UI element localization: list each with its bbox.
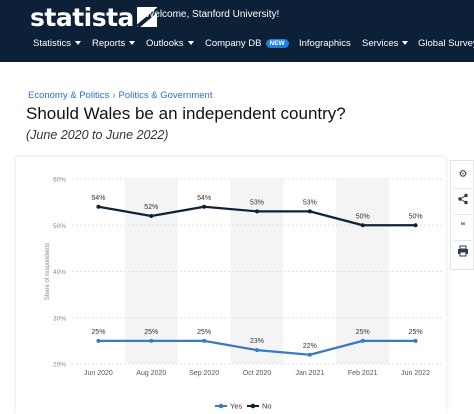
statista-logo[interactable]: statista bbox=[30, 2, 157, 32]
divider bbox=[454, 188, 472, 189]
data-point-yes bbox=[202, 338, 207, 343]
legend-marker-yes bbox=[218, 403, 224, 409]
data-label-no: 54% bbox=[91, 195, 105, 202]
x-tick-label: Oct 2020 bbox=[243, 370, 272, 377]
chevron-down-icon bbox=[402, 41, 409, 45]
data-label-yes: 25% bbox=[356, 329, 370, 336]
gear-icon[interactable]: ⚙ bbox=[458, 169, 468, 180]
data-point-yes bbox=[413, 338, 418, 343]
data-point-yes bbox=[255, 348, 259, 353]
data-point-no bbox=[149, 214, 154, 218]
data-label-no: 53% bbox=[303, 199, 317, 206]
x-tick-label: Jan 2021 bbox=[295, 370, 324, 377]
y-tick-label: 20% bbox=[53, 362, 66, 369]
new-badge: NEW bbox=[265, 39, 289, 48]
nav-statistics[interactable]: Statistics bbox=[33, 38, 82, 49]
chart-panel: 20% 30% 40% 50% 60% Share of respondents Jun 2… bbox=[16, 157, 446, 414]
y-tick-label: 30% bbox=[53, 315, 66, 322]
data-label-no: 50% bbox=[409, 213, 423, 220]
legend-label-no: No bbox=[262, 402, 272, 411]
data-label-no: 54% bbox=[197, 195, 211, 202]
main-nav: Statistics Reports Outlooks Company DB NE… bbox=[0, 38, 474, 54]
welcome-message: Welcome, Stanford University! bbox=[145, 9, 280, 20]
nav-reports[interactable]: Reports bbox=[92, 38, 136, 49]
print-icon[interactable] bbox=[455, 245, 471, 261]
nav-label: Statistics bbox=[33, 38, 72, 49]
logo-text: statista bbox=[30, 2, 134, 32]
nav-outlooks[interactable]: Outlooks bbox=[146, 38, 194, 49]
x-tick-label: Jun 2022 bbox=[401, 370, 430, 377]
y-tick-label: 40% bbox=[53, 269, 66, 276]
data-point-no bbox=[202, 204, 207, 209]
divider bbox=[454, 214, 472, 215]
data-label-no: 50% bbox=[356, 213, 370, 220]
data-label-yes: 25% bbox=[144, 329, 158, 336]
nav-label: Reports bbox=[92, 38, 126, 49]
chevron-down-icon bbox=[129, 41, 136, 45]
data-label-yes: 22% bbox=[303, 343, 317, 350]
x-tick-label: Feb 2021 bbox=[348, 370, 378, 377]
x-tick-label: Jun 2020 bbox=[84, 370, 113, 377]
nav-global-survey[interactable]: Global Survey bbox=[418, 38, 474, 49]
data-label-yes: 23% bbox=[250, 338, 264, 345]
breadcrumb: Economy & Politics › Politics & Government bbox=[28, 90, 212, 101]
logo-mark-icon bbox=[136, 7, 157, 27]
data-point-no bbox=[307, 209, 312, 214]
nav-infographics[interactable]: Infographics bbox=[299, 38, 351, 49]
top-header: statista Welcome, Stanford University! S… bbox=[0, 0, 474, 62]
y-axis-title: Share of respondents bbox=[45, 243, 51, 300]
data-point-yes bbox=[307, 352, 312, 357]
chart-tools-sidebar: ⚙ “ bbox=[450, 160, 474, 270]
page-subtitle: (June 2020 to June 2022) bbox=[26, 128, 169, 142]
breadcrumb-link-politics[interactable]: Politics & Government bbox=[118, 90, 213, 101]
x-tick-label: Aug 2020 bbox=[136, 370, 166, 377]
share-icon[interactable] bbox=[455, 193, 471, 209]
legend-label-yes: Yes bbox=[230, 402, 242, 411]
legend-marker-no bbox=[250, 403, 256, 409]
page-title: Should Wales be an independent country? bbox=[26, 104, 346, 123]
breadcrumb-separator-icon: › bbox=[112, 90, 116, 101]
data-label-yes: 25% bbox=[197, 329, 211, 336]
chevron-down-icon bbox=[187, 41, 194, 45]
nav-label: Services bbox=[362, 38, 399, 49]
y-tick-label: 50% bbox=[53, 223, 66, 230]
data-point-no bbox=[96, 204, 101, 209]
nav-company-db[interactable]: Company DB NEW bbox=[205, 38, 289, 49]
data-point-no bbox=[360, 223, 365, 228]
nav-label: Outlooks bbox=[146, 38, 184, 49]
nav-label: Company DB bbox=[205, 38, 262, 49]
nav-services[interactable]: Services bbox=[362, 38, 409, 49]
data-point-no bbox=[255, 209, 259, 214]
data-label-no: 52% bbox=[144, 204, 158, 211]
data-label-no: 53% bbox=[250, 199, 264, 206]
y-tick-label: 60% bbox=[53, 177, 66, 184]
chevron-down-icon bbox=[75, 41, 82, 45]
data-point-no bbox=[413, 223, 418, 228]
data-label-yes: 25% bbox=[91, 329, 105, 336]
line-chart: 20% 30% 40% 50% 60% Share of respondents Jun 2… bbox=[45, 177, 442, 411]
nav-label: Infographics bbox=[299, 38, 351, 49]
data-label-yes: 25% bbox=[409, 329, 423, 336]
divider bbox=[454, 240, 472, 241]
data-point-yes bbox=[360, 338, 365, 343]
data-point-yes bbox=[96, 338, 101, 343]
quote-icon[interactable]: “ bbox=[460, 221, 466, 232]
data-point-yes bbox=[149, 338, 154, 343]
breadcrumb-link-economy[interactable]: Economy & Politics bbox=[28, 90, 110, 101]
nav-label: Global Survey bbox=[418, 38, 474, 49]
x-tick-label: Sep 2020 bbox=[189, 370, 219, 377]
